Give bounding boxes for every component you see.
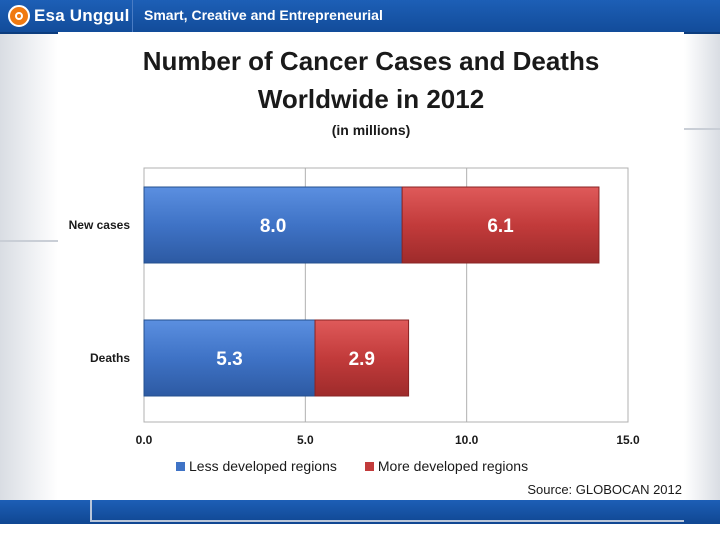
legend-item-less: Less developed regions xyxy=(176,458,337,474)
bar-more-new-cases xyxy=(401,186,600,264)
legend-swatch-less xyxy=(176,461,185,471)
left-decoration xyxy=(0,34,58,500)
legend-label-less: Less developed regions xyxy=(189,458,337,474)
chart-panel: Number of Cancer Cases and Deaths Worldw… xyxy=(58,32,684,500)
category-label: New cases xyxy=(69,218,131,232)
x-tick-label: 5.0 xyxy=(297,433,314,447)
brand-logo: Esa Unggul xyxy=(8,4,130,28)
chart-legend: Less developed regions More developed re… xyxy=(176,458,556,474)
x-tick-label: 15.0 xyxy=(616,433,640,447)
right-decor-line xyxy=(684,128,720,130)
legend-swatch-more xyxy=(364,461,374,471)
source-note: Source: GLOBOCAN 2012 xyxy=(527,482,682,497)
legend-label-more: More developed regions xyxy=(377,458,529,474)
bar-value-label-more-new-cases: 6.1 xyxy=(487,216,514,237)
chart-subtitle: (in millions) xyxy=(331,122,411,138)
logo-icon xyxy=(8,5,30,27)
legend-item-more: More developed regions xyxy=(364,458,529,474)
left-decor-line xyxy=(0,240,58,242)
category-label: Deaths xyxy=(90,351,130,365)
chart-title-line1: Number of Cancer Cases and Deaths xyxy=(142,46,600,76)
bar-chart: 0.0 5.0 10.0 15.0 8.0 6.1 New cases 5.3 2.9 Death… xyxy=(69,167,640,447)
tagline: Smart, Creative and Entrepreneurial xyxy=(144,7,383,23)
logo-text: Esa Unggul xyxy=(34,6,130,25)
bar-more-deaths xyxy=(314,319,410,397)
x-tick-label: 10.0 xyxy=(455,433,479,447)
header-divider xyxy=(132,0,133,32)
bar-value-label-more-deaths: 2.9 xyxy=(349,349,375,370)
bar-value-label-less-new-cases: 8.0 xyxy=(260,216,286,237)
chart-title-line2: Worldwide in 2012 xyxy=(257,84,485,114)
footer-strip xyxy=(0,524,720,540)
bar-less-deaths xyxy=(143,319,316,397)
right-decoration xyxy=(684,34,720,500)
footer-frame xyxy=(90,500,684,522)
bar-value-label-less-deaths: 5.3 xyxy=(216,349,242,370)
header-bar: Esa Unggul Smart, Creative and Entrepren… xyxy=(0,0,720,34)
x-tick-label: 0.0 xyxy=(136,433,153,447)
